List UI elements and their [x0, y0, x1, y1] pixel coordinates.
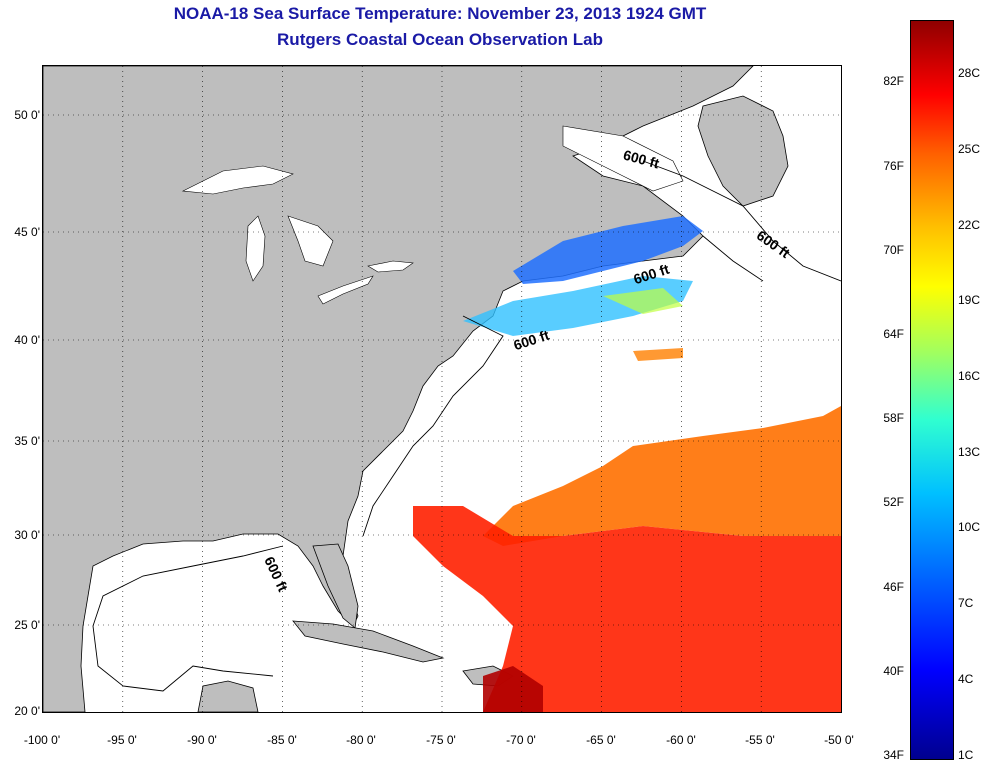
sst-map-canvas: [43, 66, 841, 712]
colorbar-f-label: 64F: [883, 327, 904, 341]
colorbar-c-label: 16C: [958, 369, 981, 383]
colorbar-f-label: 58F: [883, 411, 904, 425]
colorbar-f-label: 52F: [883, 495, 904, 509]
colorbar-f-label: 82F: [883, 74, 904, 88]
sst-hot-dark: [483, 666, 543, 712]
lat-label: 40 0': [14, 333, 40, 347]
lon-label: -65 0': [586, 733, 616, 747]
colorbar-f-label: 34F: [883, 748, 904, 762]
lake-ontario: [367, 260, 414, 273]
colorbar-c-label: 22C: [958, 218, 981, 232]
map-subtitle: Rutgers Coastal Ocean Observation Lab: [277, 30, 603, 49]
colorbar-c-label: 10C: [958, 520, 981, 534]
colorbar-f-label: 46F: [883, 580, 904, 594]
sst-yellow-band: [603, 288, 683, 314]
colorbar-c-label: 4C: [958, 672, 974, 686]
colorbar-c-label: 1C: [958, 748, 974, 762]
gulf-st-lawrence: [562, 125, 684, 192]
lake-erie: [317, 275, 374, 305]
colorbar-f-label: 40F: [883, 664, 904, 678]
yucatan: [197, 680, 259, 712]
lat-label: 45 0': [14, 225, 40, 239]
lon-label: -55 0': [745, 733, 775, 747]
newfoundland: [697, 95, 789, 207]
sst-cold-band: [513, 216, 703, 284]
map-title: NOAA-18 Sea Surface Temperature: Novembe…: [173, 4, 707, 23]
lat-label: 25 0': [14, 618, 40, 632]
lon-label: -75 0': [426, 733, 456, 747]
colorbar-c-label: 19C: [958, 293, 981, 307]
lake-michigan: [245, 215, 266, 282]
lat-label: 35 0': [14, 434, 40, 448]
lat-label: 50 0': [14, 108, 40, 122]
colorbar-c-label: 28C: [958, 66, 981, 80]
lon-label: -60 0': [666, 733, 696, 747]
sst-warm-red: [413, 506, 841, 712]
sst-orange-patch: [633, 348, 683, 361]
colorbar-c-label: 25C: [958, 142, 981, 156]
temperature-colorbar: [910, 20, 954, 760]
lat-label: 20 0': [14, 704, 40, 718]
sst-warm-orange: [483, 406, 841, 546]
colorbar-f-label: 70F: [883, 243, 904, 257]
colorbar-c-label: 13C: [958, 445, 981, 459]
colorbar-f-label: 76F: [883, 159, 904, 173]
lon-label: -100 0': [23, 733, 61, 747]
lat-lon-grid: [43, 66, 841, 712]
lon-label: -90 0': [187, 733, 217, 747]
lon-label: -80 0': [346, 733, 376, 747]
cuba: [292, 620, 445, 663]
sst-cool-band: [463, 276, 693, 336]
lon-label: -95 0': [107, 733, 137, 747]
lon-label: -70 0': [506, 733, 536, 747]
lake-huron: [287, 215, 334, 267]
florida: [312, 543, 359, 629]
isobath-600ft: [92, 160, 841, 692]
sst-map: 600 ft 600 ft 600 ft 600 ft 600 ft: [42, 65, 842, 713]
lat-label: 30 0': [14, 528, 40, 542]
lon-label: -50 0': [824, 733, 854, 747]
colorbar-c-label: 7C: [958, 596, 974, 610]
lake-superior: [181, 165, 294, 195]
lon-label: -85 0': [267, 733, 297, 747]
